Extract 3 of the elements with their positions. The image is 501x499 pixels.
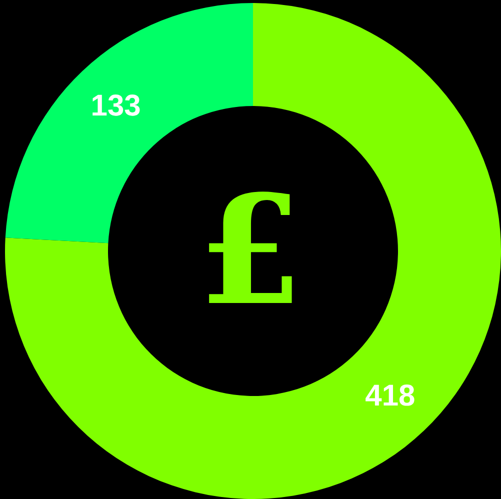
text: £ — [198, 163, 303, 339]
data-label: 133 — [90, 90, 141, 123]
data-label: 418 — [365, 379, 416, 412]
